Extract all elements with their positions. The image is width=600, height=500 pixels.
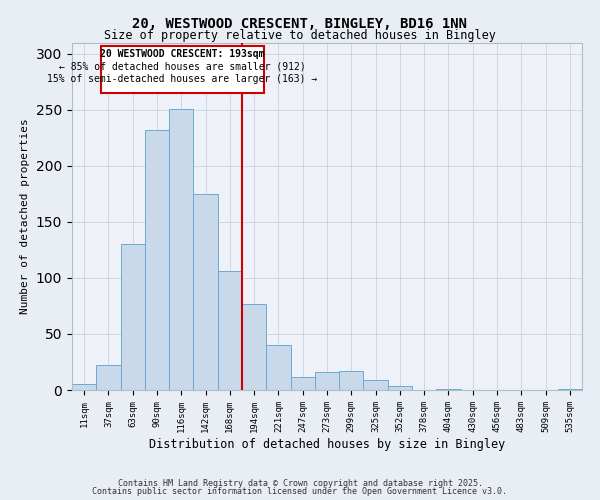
- Bar: [388, 386, 412, 390]
- Bar: [266, 345, 290, 390]
- Text: 15% of semi-detached houses are larger (163) →: 15% of semi-detached houses are larger (…: [47, 74, 317, 84]
- Bar: [169, 108, 193, 390]
- Bar: [364, 380, 388, 390]
- Bar: [193, 194, 218, 390]
- Bar: [558, 389, 582, 390]
- Bar: [218, 271, 242, 390]
- Y-axis label: Number of detached properties: Number of detached properties: [20, 118, 31, 314]
- Text: 20, WESTWOOD CRESCENT, BINGLEY, BD16 1NN: 20, WESTWOOD CRESCENT, BINGLEY, BD16 1NN: [133, 18, 467, 32]
- Text: 20 WESTWOOD CRESCENT: 193sqm: 20 WESTWOOD CRESCENT: 193sqm: [100, 49, 265, 59]
- Bar: [436, 389, 461, 390]
- Bar: [145, 130, 169, 390]
- Bar: [242, 304, 266, 390]
- Text: Size of property relative to detached houses in Bingley: Size of property relative to detached ho…: [104, 29, 496, 42]
- Bar: [315, 372, 339, 390]
- X-axis label: Distribution of detached houses by size in Bingley: Distribution of detached houses by size …: [149, 438, 505, 450]
- Bar: [96, 366, 121, 390]
- FancyBboxPatch shape: [101, 46, 264, 93]
- Bar: [339, 371, 364, 390]
- Bar: [72, 384, 96, 390]
- Text: ← 85% of detached houses are smaller (912): ← 85% of detached houses are smaller (91…: [59, 62, 306, 72]
- Bar: [290, 376, 315, 390]
- Text: Contains public sector information licensed under the Open Government Licence v3: Contains public sector information licen…: [92, 487, 508, 496]
- Text: Contains HM Land Registry data © Crown copyright and database right 2025.: Contains HM Land Registry data © Crown c…: [118, 479, 482, 488]
- Bar: [121, 244, 145, 390]
